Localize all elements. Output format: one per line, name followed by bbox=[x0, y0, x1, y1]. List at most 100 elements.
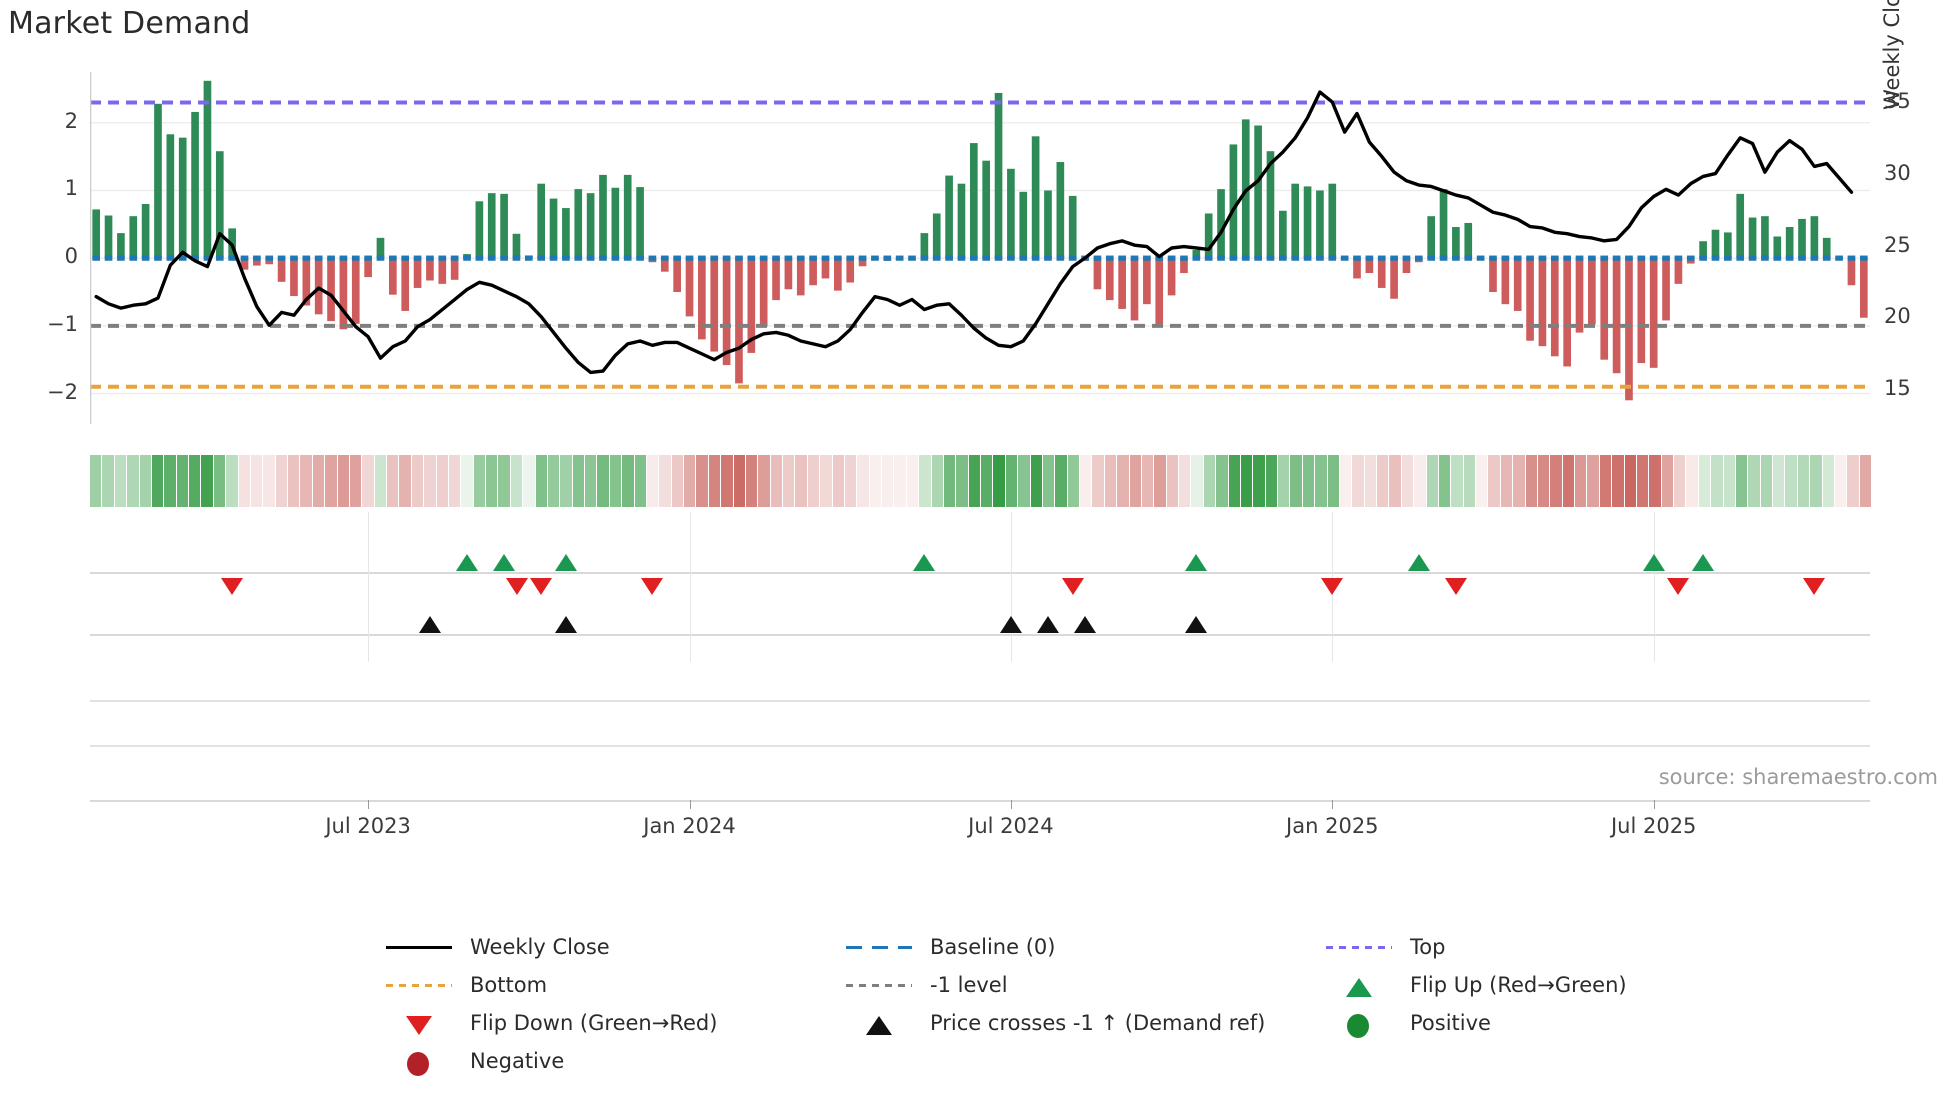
legend-item[interactable]: Weekly Close bbox=[380, 928, 840, 966]
legend-item[interactable]: Price crosses -1 ↑ (Demand ref) bbox=[840, 1004, 1320, 1042]
heatmap-cell bbox=[1253, 455, 1265, 507]
heatmap-cell bbox=[745, 455, 758, 507]
baseline-segment bbox=[1402, 255, 1411, 261]
heatmap-cell bbox=[461, 455, 473, 507]
marker-row-vline bbox=[1653, 512, 1655, 662]
flip-down-marker bbox=[505, 578, 528, 595]
baseline-segment bbox=[772, 255, 780, 261]
legend-item[interactable]: Top bbox=[1320, 928, 1720, 966]
demand-bar bbox=[277, 258, 286, 282]
baseline-segment bbox=[1328, 255, 1337, 261]
demand-bar bbox=[1822, 237, 1831, 259]
baseline-segment bbox=[277, 255, 286, 261]
demand-bar bbox=[747, 258, 756, 353]
heatmap-cell bbox=[1612, 455, 1624, 507]
baseline-segment bbox=[1612, 255, 1621, 261]
baseline-segment bbox=[1575, 255, 1584, 261]
legend-item[interactable]: Negative bbox=[380, 1042, 840, 1080]
legend-label: Top bbox=[1410, 935, 1446, 959]
baseline-segment bbox=[154, 255, 162, 261]
baseline-segment bbox=[1748, 255, 1757, 261]
demand-bar bbox=[735, 258, 743, 384]
heatmap-cell bbox=[1389, 455, 1401, 507]
baseline-segment bbox=[1180, 255, 1188, 261]
heatmap-cell bbox=[325, 455, 337, 507]
heatmap-cell bbox=[1525, 455, 1537, 507]
demand-bar bbox=[957, 183, 966, 259]
flip-up-marker bbox=[456, 554, 478, 571]
baseline-segment bbox=[1662, 255, 1670, 261]
baseline-segment bbox=[376, 255, 385, 261]
demand-bar bbox=[1019, 191, 1028, 259]
legend-item[interactable]: Flip Up (Red→Green) bbox=[1320, 966, 1720, 1004]
heatmap-cell bbox=[1847, 455, 1859, 507]
demand-bar bbox=[376, 237, 385, 259]
legend-item[interactable]: Flip Down (Green→Red) bbox=[380, 1004, 840, 1042]
x-axis: Jul 2023 Jan 2024 Jul 2024 Jan 2025 Jul 2025 bbox=[90, 800, 1870, 860]
demand-bar bbox=[1859, 258, 1868, 318]
baseline-segment bbox=[759, 255, 768, 261]
baseline-segment bbox=[401, 255, 410, 261]
baseline-segment bbox=[698, 255, 706, 261]
legend-item[interactable]: -1 level bbox=[840, 966, 1320, 1004]
marker-rows bbox=[90, 512, 1870, 662]
triangle-down-red-icon bbox=[380, 1011, 456, 1035]
baseline-segment bbox=[240, 255, 249, 261]
x-tick-mark bbox=[689, 800, 691, 809]
baseline-segment bbox=[685, 255, 694, 261]
heatmap-cell bbox=[708, 455, 721, 507]
heatmap-cell bbox=[968, 455, 980, 507]
demand-bar bbox=[1217, 189, 1225, 259]
legend-label: Flip Up (Red→Green) bbox=[1410, 973, 1627, 997]
heatmap-cell bbox=[906, 455, 919, 507]
circle-red-icon bbox=[380, 1049, 456, 1076]
demand-bar bbox=[1056, 162, 1065, 259]
baseline-segment bbox=[1217, 255, 1225, 261]
demand-bar bbox=[1761, 216, 1769, 259]
baseline-segment bbox=[1068, 255, 1077, 261]
heatmap-cell bbox=[956, 455, 968, 507]
legend-label: Weekly Close bbox=[470, 935, 610, 959]
heatmap-cell bbox=[857, 455, 869, 507]
baseline-segment bbox=[1279, 255, 1287, 261]
heatmap-cell bbox=[919, 455, 931, 507]
heatmap-cell bbox=[1599, 455, 1612, 507]
price-cross-marker bbox=[1037, 616, 1059, 633]
y-tick-right: 30 bbox=[1884, 161, 1911, 186]
heatmap-cell bbox=[1339, 455, 1352, 507]
legend-item[interactable]: Bottom bbox=[380, 966, 840, 1004]
demand-bar bbox=[129, 216, 138, 259]
heatmap-cell bbox=[770, 455, 782, 507]
heatmap-cell bbox=[1451, 455, 1463, 507]
heatmap-cell bbox=[1488, 455, 1500, 507]
heatmap-cell bbox=[1018, 455, 1030, 507]
baseline-segment bbox=[574, 255, 583, 261]
heatmap-cell bbox=[90, 455, 102, 507]
demand-bar bbox=[1279, 210, 1287, 259]
price-cross-marker bbox=[999, 616, 1022, 633]
demand-bar bbox=[1526, 258, 1534, 341]
flip-up-marker bbox=[493, 554, 516, 571]
y-tick-right: 15 bbox=[1884, 375, 1911, 400]
demand-bar bbox=[487, 193, 496, 259]
y-tick-left: −2 bbox=[47, 379, 78, 404]
heatmap-cell bbox=[349, 455, 362, 507]
heatmap-cell bbox=[164, 455, 176, 507]
baseline-segment bbox=[314, 255, 323, 261]
baseline-segment bbox=[1291, 255, 1300, 261]
baseline-segment bbox=[302, 255, 311, 261]
heatmap-cell bbox=[1537, 455, 1550, 507]
marker-row-vline bbox=[1010, 512, 1012, 662]
baseline-segment bbox=[883, 255, 892, 261]
heatmap-cell bbox=[931, 455, 943, 507]
heatmap-cell bbox=[597, 455, 609, 507]
legend-item[interactable]: Positive bbox=[1320, 1004, 1720, 1042]
baseline-segment bbox=[660, 255, 669, 261]
baseline-segment bbox=[1019, 255, 1028, 261]
baseline-segment bbox=[438, 255, 447, 261]
heatmap-cell bbox=[399, 455, 411, 507]
demand-bar bbox=[920, 233, 929, 259]
baseline-segment bbox=[1365, 255, 1374, 261]
legend-item[interactable]: Baseline (0) bbox=[840, 928, 1320, 966]
heatmap-cell bbox=[1438, 455, 1451, 507]
